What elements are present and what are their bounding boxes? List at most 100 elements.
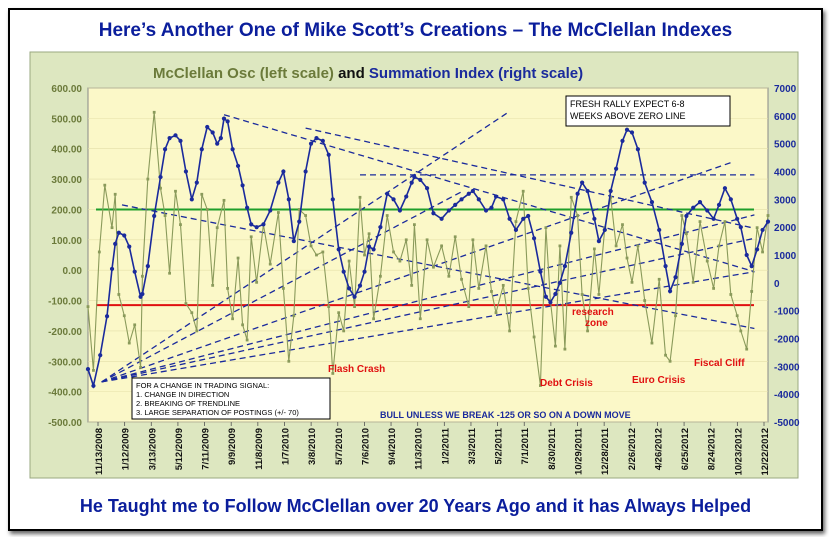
- oscillator-point: [327, 305, 331, 309]
- summation-point: [366, 244, 372, 249]
- oscillator-point: [211, 283, 215, 287]
- x-tick-label: 3/3/2011: [467, 427, 478, 464]
- oscillator-point: [621, 223, 624, 227]
- summation-point: [513, 227, 519, 233]
- summation-point: [127, 244, 132, 249]
- oscillator-point: [501, 283, 505, 287]
- right-tick-label: 0: [774, 279, 780, 290]
- summation-point: [113, 241, 118, 246]
- summation-point: [194, 180, 199, 185]
- summation-point: [152, 213, 157, 219]
- summation-point: [240, 183, 245, 188]
- summation-point: [439, 216, 444, 221]
- summation-point: [199, 147, 204, 152]
- headline-bottom: He Taught me to Follow McClellan over 20…: [79, 496, 752, 516]
- oscillator-point: [245, 338, 249, 342]
- oscillator-point: [353, 305, 356, 309]
- summation-point: [722, 186, 728, 191]
- oscillator-point: [729, 293, 733, 296]
- trendline: [101, 271, 755, 383]
- x-tick-label: 2/26/2012: [627, 428, 638, 470]
- plot-area: [87, 87, 769, 423]
- left-tick-label: -400.00: [48, 388, 82, 399]
- annotation-box-top: FRESH RALLY EXPECT 6-8 WEEKS ABOVE ZERO …: [565, 95, 731, 127]
- oscillator-point: [292, 314, 296, 318]
- oscillator-point: [184, 302, 188, 305]
- x-tick-label: 8/24/2012: [707, 428, 718, 470]
- summation-point: [543, 294, 548, 299]
- oscillator-point: [92, 368, 95, 372]
- summation-point: [501, 197, 506, 202]
- oscillator-point: [363, 253, 366, 257]
- summation-point: [140, 291, 145, 297]
- summation-point: [635, 147, 640, 152]
- trendline: [305, 127, 755, 229]
- oscillator-point: [372, 317, 375, 321]
- oscillator-point: [86, 305, 90, 309]
- summation-point: [254, 225, 259, 230]
- summation-point: [286, 197, 291, 202]
- summation-point: [178, 138, 183, 143]
- oscillator-point: [255, 280, 259, 284]
- x-tick-label: 7/1/2011: [520, 427, 531, 464]
- bull-note: BULL UNLESS WE BREAK -125 OR SO ON A DOW…: [380, 410, 631, 420]
- summation-point: [663, 264, 668, 269]
- x-tick-label: 7/6/2010: [360, 428, 371, 465]
- summation-point: [409, 180, 414, 185]
- oscillator-point: [484, 244, 488, 248]
- oscillator-point: [110, 226, 114, 230]
- summation-point: [431, 211, 436, 216]
- summation-point: [371, 247, 376, 252]
- summation-point: [122, 233, 127, 238]
- oscillator-point: [367, 232, 371, 236]
- right-tick-label: -3000: [774, 362, 800, 373]
- summation-point: [466, 191, 471, 196]
- oscillator-point: [331, 372, 335, 375]
- oscillator-point: [205, 208, 209, 211]
- oscillator-point: [425, 238, 429, 242]
- oscillator-point: [179, 223, 182, 227]
- oscillator-point: [309, 244, 313, 248]
- oscillator-point: [418, 317, 422, 321]
- reference-lines: [96, 208, 754, 307]
- summation-point: [291, 238, 296, 244]
- oscillator-point: [146, 177, 150, 181]
- box-left-line-4: 3. LARGE SEPARATION OF POSTINGS (+/- 70): [136, 408, 299, 417]
- oscillator-point: [586, 329, 589, 333]
- oscillator-point: [668, 359, 672, 363]
- oscillator-point: [625, 256, 629, 260]
- summation-point: [760, 227, 765, 233]
- summation-point: [691, 205, 696, 210]
- summation-point: [642, 180, 647, 185]
- x-tick-label: 11/3/2010: [414, 428, 425, 470]
- chart-title: McClellan Osc (left scale) and Summation…: [153, 65, 583, 82]
- summation-point: [132, 269, 137, 274]
- summation-point: [569, 230, 574, 235]
- oscillator-point: [410, 283, 414, 287]
- x-tick-label: 9/9/2009: [227, 428, 238, 465]
- right-tick-label: 4000: [774, 168, 797, 179]
- summation-point: [352, 294, 357, 299]
- x-tick-label: 11/8/2009: [254, 428, 265, 470]
- oscillator-point: [580, 293, 584, 296]
- right-tick-label: 7000: [774, 84, 797, 95]
- left-tick-label: 0.00: [63, 266, 83, 277]
- right-tick-label: -1000: [774, 307, 800, 318]
- summation-point: [649, 200, 655, 205]
- summation-point: [397, 208, 402, 213]
- box-top-line-1: FRESH RALLY EXPECT 6-8: [570, 99, 685, 109]
- oscillator-point: [614, 244, 618, 248]
- left-tick-label: 500.00: [51, 114, 82, 125]
- oscillator-point: [563, 347, 567, 351]
- oscillator-point: [440, 244, 443, 248]
- oscillator-point: [664, 353, 667, 357]
- summation-point: [562, 264, 568, 269]
- oscillator-point: [521, 189, 525, 193]
- box-top-line-2: WEEKS ABOVE ZERO LINE: [570, 111, 686, 121]
- summation-point: [673, 275, 678, 280]
- oscillator-point: [532, 335, 536, 339]
- oscillator-point: [630, 280, 634, 284]
- summation-point: [158, 174, 163, 180]
- right-tick-label: 3000: [774, 195, 797, 206]
- oscillator-point: [597, 293, 601, 296]
